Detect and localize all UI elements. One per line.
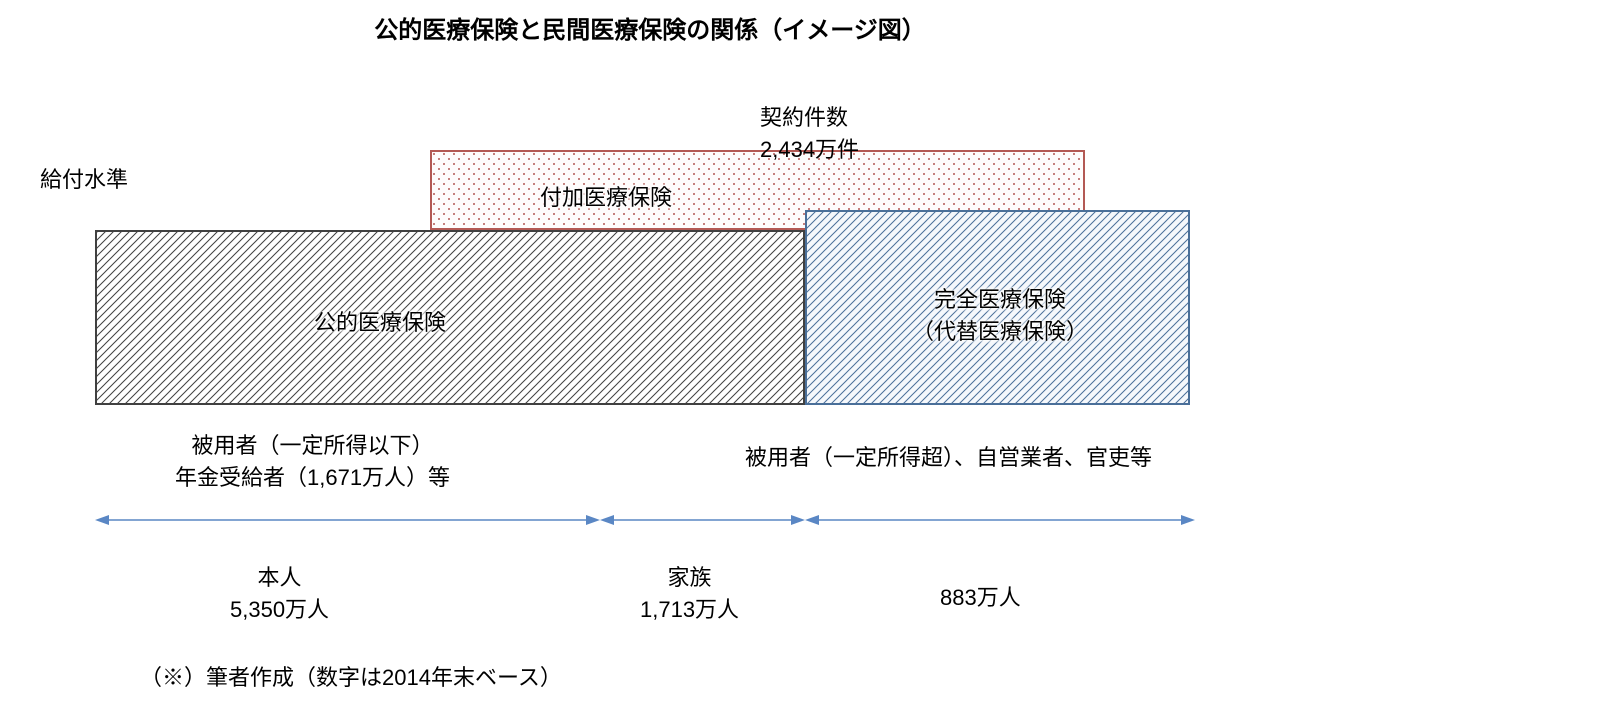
segment-2-label: 家族 1,713万人	[640, 560, 739, 624]
footnote: （※）筆者作成（数字は2014年末ベース）	[140, 660, 562, 692]
public-insurance-label: 公的医療保険	[314, 305, 446, 337]
contract-count-label: 契約件数 2,434万件	[760, 100, 859, 164]
segment-1-line1: 本人	[258, 565, 302, 590]
segment-2-line2: 1,713万人	[640, 597, 739, 622]
segment-arrows	[0, 500, 1601, 540]
full-insurance-label: 完全医療保険 （代替医療保険）	[912, 282, 1088, 346]
segment-3-label: 883万人	[940, 580, 1021, 612]
segment-1-line2: 5,350万人	[230, 597, 329, 622]
contract-count-line1: 契約件数	[760, 105, 848, 130]
segment-2-line1: 家族	[668, 565, 712, 590]
supplementary-insurance-label: 付加医療保険	[540, 180, 672, 212]
diagram-title: 公的医療保険と民間医療保険の関係（イメージ図）	[300, 10, 1000, 45]
y-axis-label: 給付水準	[40, 162, 128, 194]
below-right-label: 被用者（一定所得超）、自営業者、官吏等	[745, 440, 1152, 472]
segment-1-label: 本人 5,350万人	[230, 560, 329, 624]
full-insurance-label-line2: （代替医療保険）	[912, 319, 1088, 344]
contract-count-line2: 2,434万件	[760, 137, 859, 162]
below-left-line1: 被用者（一定所得以下）	[192, 433, 434, 458]
below-left-label: 被用者（一定所得以下） 年金受給者（1,671万人）等	[175, 428, 450, 492]
below-left-line2: 年金受給者（1,671万人）等	[175, 465, 450, 490]
full-insurance-label-line1: 完全医療保険	[934, 287, 1066, 312]
public-insurance-box	[95, 230, 805, 405]
